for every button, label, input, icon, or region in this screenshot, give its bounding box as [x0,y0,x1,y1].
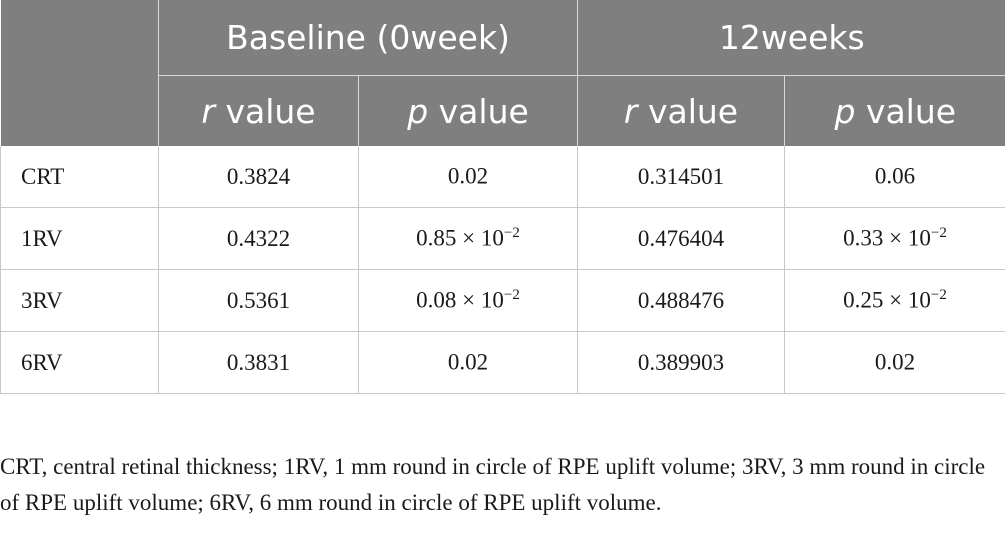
results-table-container: Baseline (0week) 12weeks r value p value… [0,0,1005,394]
row-label: 6RV [0,331,159,394]
corner-header [0,0,159,76]
baseline-p-cell: 0.85 × 10−2 [358,207,579,270]
weeks12-r-cell: 0.314501 [577,146,786,208]
group-header-row: Baseline (0week) 12weeks [0,0,1005,76]
table-footnote: CRT, central retinal thickness; 1RV, 1 m… [0,454,986,515]
table-row: 6RV 0.3831 0.02 0.389903 0.02 [0,331,1005,394]
weeks12-group-header: 12weeks [577,0,1005,76]
weeks12-r-header: r value [577,75,785,146]
weeks12-r-cell: 0.488476 [577,269,786,332]
row-label: 1RV [0,207,159,270]
correlation-table: Baseline (0week) 12weeks r value p value… [0,0,1005,394]
baseline-p-cell: 0.02 [358,331,579,394]
baseline-r-cell: 0.3824 [158,146,359,208]
corner-subheader [0,75,159,146]
weeks12-p-cell: 0.33 × 10−2 [784,207,1005,270]
table-row: 1RV 0.4322 0.85 × 10−2 0.476404 0.33 × 1… [0,207,1005,270]
baseline-r-header: r value [158,75,359,146]
weeks12-p-cell: 0.06 [784,146,1005,208]
baseline-p-header: p value [357,75,578,146]
weeks12-r-cell: 0.389903 [577,331,786,394]
weeks12-p-cell: 0.25 × 10−2 [784,269,1005,332]
baseline-r-cell: 0.4322 [158,207,359,270]
baseline-group-header: Baseline (0week) [157,0,578,76]
table-row: CRT 0.3824 0.02 0.314501 0.06 [0,146,1005,208]
baseline-r-cell: 0.5361 [158,269,359,332]
weeks12-r-cell: 0.476404 [577,207,786,270]
baseline-p-cell: 0.02 [358,146,579,208]
baseline-r-cell: 0.3831 [158,331,359,394]
row-label: 3RV [0,269,159,332]
baseline-p-cell: 0.08 × 10−2 [358,269,579,332]
weeks12-p-cell: 0.02 [784,331,1005,394]
sub-header-row: r value p value r value p value [0,75,1005,146]
table-row: 3RV 0.5361 0.08 × 10−2 0.488476 0.25 × 1… [0,269,1005,332]
row-label: CRT [0,146,159,208]
weeks12-p-header: p value [784,75,1005,146]
